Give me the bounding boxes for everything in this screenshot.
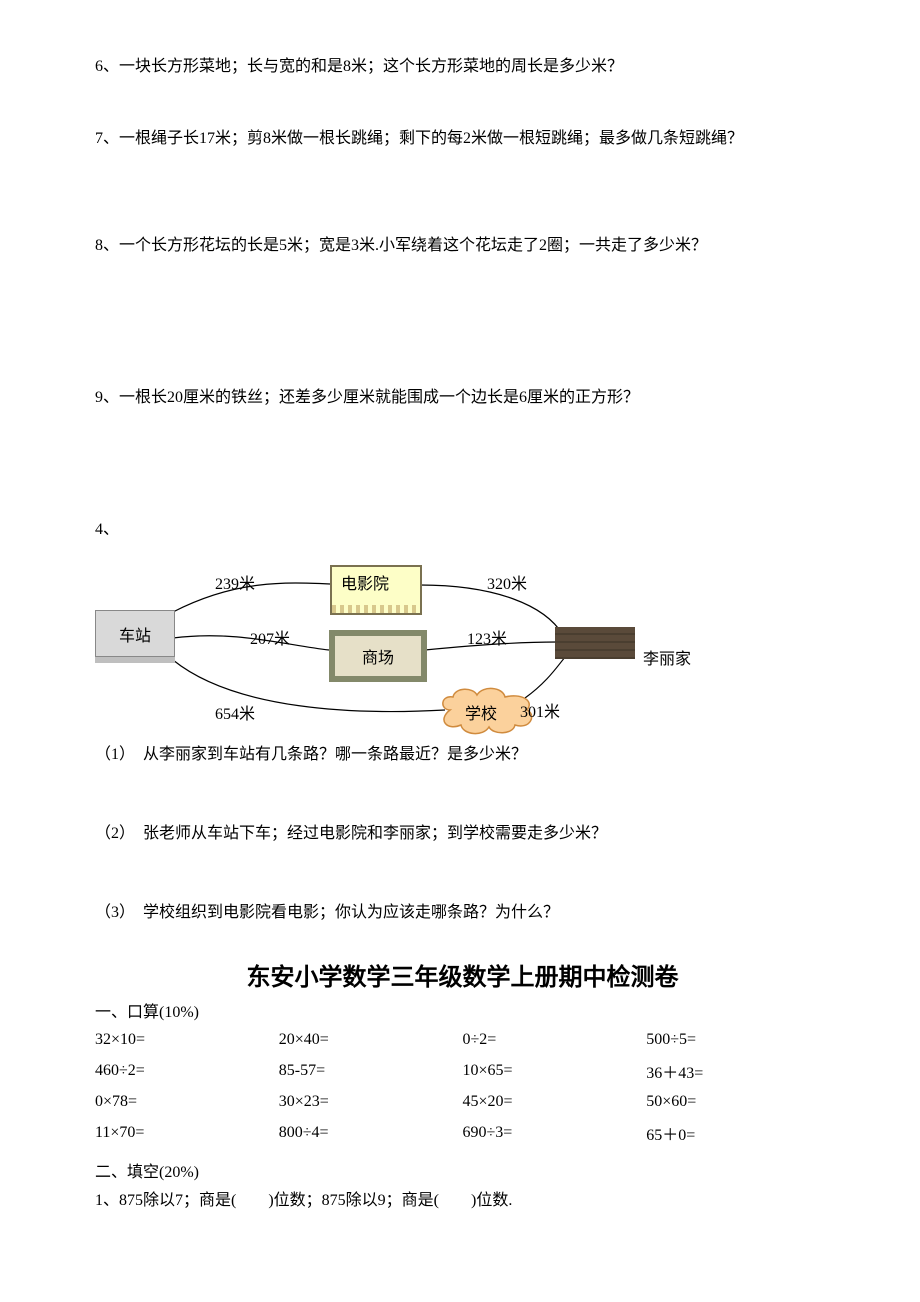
calc-cell: 500÷5=	[646, 1026, 830, 1054]
node-home	[555, 627, 635, 659]
node-mall: 商场	[329, 630, 427, 682]
station-label: 车站	[119, 622, 151, 646]
calc-cell: 30×23=	[279, 1088, 463, 1116]
calc-cell: 0×78=	[95, 1088, 279, 1116]
map-diagram: 车站 电影院 商场 学校 李丽家 239米 320米 207米 123米 654…	[95, 550, 735, 730]
home-label: 李丽家	[643, 645, 691, 669]
table-row: 460÷2= 85-57= 10×65= 36＋43=	[95, 1054, 830, 1088]
calc-cell: 800÷4=	[279, 1116, 463, 1150]
table-row: 0×78= 30×23= 45×20= 50×60=	[95, 1088, 830, 1116]
calc-cell: 20×40=	[279, 1026, 463, 1054]
question-8: 8、一个长方形花坛的长是5米；宽是3米.小军绕着这个花坛走了2圈；一共走了多少米…	[95, 234, 830, 258]
dist-123: 123米	[467, 625, 507, 649]
sub-question-2: （2） 张老师从车站下车；经过电影院和李丽家；到学校需要走多少米？	[95, 819, 830, 843]
calc-cell: 85-57=	[279, 1054, 463, 1088]
mall-label: 商场	[362, 644, 394, 668]
dist-654: 654米	[215, 700, 255, 724]
exam-title: 东安小学数学三年级数学上册期中检测卷	[95, 957, 830, 992]
question-7: 7、一根绳子长17米；剪8米做一根长跳绳；剩下的每2米做一根短跳绳；最多做几条短…	[95, 127, 830, 151]
calc-cell: 690÷3=	[463, 1116, 647, 1150]
calc-cell: 50×60=	[646, 1088, 830, 1116]
dist-320: 320米	[487, 570, 527, 594]
calc-cell: 11×70=	[95, 1116, 279, 1150]
node-station: 车站	[95, 610, 175, 657]
calc-cell: 10×65=	[463, 1054, 647, 1088]
section-1-heading: 一、口算(10%)	[95, 998, 830, 1022]
dist-239: 239米	[215, 570, 255, 594]
question-9: 9、一根长20厘米的铁丝；还差多少厘米就能围成一个边长是6厘米的正方形？	[95, 386, 830, 410]
section-2-heading: 二、填空(20%)	[95, 1158, 830, 1182]
calc-cell: 45×20=	[463, 1088, 647, 1116]
calc-cell: 32×10=	[95, 1026, 279, 1054]
fill-blank-1: 1、875除以7；商是( )位数；875除以9；商是( )位数.	[95, 1186, 830, 1210]
calc-cell: 0÷2=	[463, 1026, 647, 1054]
calc-cell: 460÷2=	[95, 1054, 279, 1088]
cinema-label: 电影院	[341, 570, 389, 594]
question-4-label: 4、	[95, 518, 830, 542]
school-label: 学校	[465, 700, 497, 724]
dist-207: 207米	[250, 625, 290, 649]
calc-cell: 65＋0=	[646, 1116, 830, 1150]
sub-question-3: （3） 学校组织到电影院看电影；你认为应该走哪条路？为什么？	[95, 898, 830, 922]
table-row: 11×70= 800÷4= 690÷3= 65＋0=	[95, 1116, 830, 1150]
dist-301: 301米	[520, 698, 560, 722]
table-row: 32×10= 20×40= 0÷2= 500÷5=	[95, 1026, 830, 1054]
question-6: 6、一块长方形菜地；长与宽的和是8米；这个长方形菜地的周长是多少米？	[95, 55, 830, 79]
sub-question-1: （1） 从李丽家到车站有几条路？哪一条路最近？是多少米？	[95, 740, 830, 764]
calc-table: 32×10= 20×40= 0÷2= 500÷5= 460÷2= 85-57= …	[95, 1026, 830, 1150]
calc-cell: 36＋43=	[646, 1054, 830, 1088]
